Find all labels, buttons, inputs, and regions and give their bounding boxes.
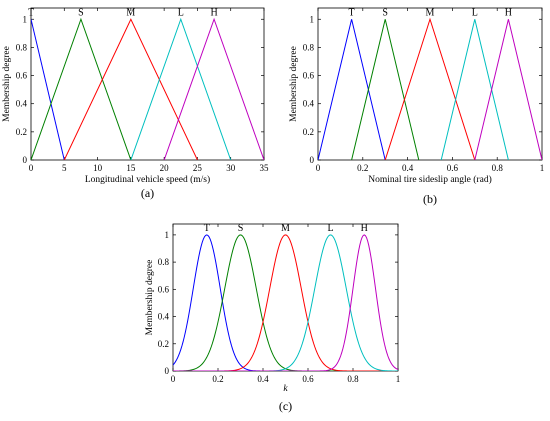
series-line-M [384,17,476,160]
x-tick-label: 0.2 [357,163,368,173]
x-tick-label: 0.4 [257,374,269,384]
series-label-T: T [349,7,355,18]
series-line-L [173,234,398,371]
y-tick-label: 0.4 [158,312,170,322]
series-label-M: M [281,223,290,234]
series-label-L: L [178,7,184,18]
series-line-H [474,19,542,160]
x-tick-label: 0 [29,163,34,173]
y-tick-label: 0.8 [303,42,315,52]
series-line-T [31,19,65,160]
x-tick-label: 5 [62,163,67,173]
y-tick-label: 1 [165,230,170,240]
y-tick-label: 0.6 [16,71,28,81]
y-tick-label: 1 [23,14,28,24]
series-line-M [173,234,398,371]
series-line-L [440,19,509,160]
x-axis-label: Longitudinal vehicle speed (m/s) [85,174,210,185]
series-line-L [130,17,232,160]
series-label-H: H [361,223,368,234]
x-tick-label: 0.8 [492,163,504,173]
x-tick-label: 1 [396,374,401,384]
x-axis-label: Nominal tire sideslip angle (rad) [368,174,491,185]
y-tick-label: 0 [23,155,28,165]
x-tick-label: 0.6 [302,374,314,384]
panel-label: (b) [423,192,437,206]
x-tick-label: 0.4 [402,163,414,173]
y-axis-label: Membership degree [289,46,299,122]
x-tick-label: 15 [126,163,136,173]
series-line-S [351,19,420,160]
x-tick-label: 0.8 [347,374,359,384]
series-label-T: T [204,223,210,234]
y-tick-label: 0.2 [303,127,314,137]
series-line-T [173,234,398,371]
y-tick-label: 0.6 [158,284,170,294]
series-label-M: M [426,7,435,18]
plot-frame [172,223,399,372]
y-tick-label: 0 [310,155,315,165]
x-tick-label: 35 [260,163,270,173]
series-line-H [163,17,264,160]
y-tick-label: 1 [310,14,315,24]
series-label-S: S [382,7,388,18]
x-tick-label: 25 [193,163,203,173]
series-line-M [63,18,198,160]
y-axis-label: Membership degree [145,260,155,336]
series-line-S [173,234,398,371]
series-line-T [318,19,386,160]
x-tick-label: 20 [160,163,170,173]
x-tick-label: 0 [316,163,321,173]
y-tick-label: 0.4 [303,99,315,109]
series-label-M: M [126,7,135,18]
plot-frame [317,7,543,161]
x-tick-label: 1 [540,163,545,173]
x-tick-label: 0 [171,374,176,384]
x-tick-label: 0.2 [212,374,223,384]
x-tick-label: 30 [226,163,236,173]
plot-frame [30,7,265,161]
series-label-H: H [505,7,512,18]
series-label-S: S [238,223,244,234]
series-label-L: L [472,7,478,18]
series-line-H [173,234,398,371]
x-axis-label: k [283,384,288,394]
panel-label: (c) [279,399,292,413]
y-tick-label: 0.2 [158,339,169,349]
x-tick-label: 10 [93,163,103,173]
y-axis-label: Membership degree [2,46,12,122]
series-label-H: H [210,7,217,18]
y-tick-label: 0.2 [16,127,27,137]
series-line-S [31,17,132,160]
y-tick-label: 0.4 [16,99,28,109]
chart-panel-2: 0 0.2 0.4 0.6 0.8 1 0 0.2 0.4 0.6 0.8 1 Nominal tire… [289,7,544,206]
y-tick-label: 0 [165,366,170,376]
chart-panel-1: 0 5 10 15 20 25 30 35 0 0.2 0.4 0.6 0.8 1 Longitudinal… [2,7,269,200]
chart-panel-3: 0 0.2 0.4 0.6 0.8 1 0 0.2 0.4 0.6 0.8 1 k Membership … [145,223,400,413]
panel-label: (a) [141,186,154,200]
x-tick-label: 0.6 [447,163,459,173]
y-tick-label: 0.8 [158,257,170,267]
y-tick-label: 0.6 [303,71,315,81]
series-label-L: L [327,223,333,234]
series-label-S: S [78,7,84,18]
series-label-T: T [28,7,34,18]
y-tick-label: 0.8 [16,42,28,52]
